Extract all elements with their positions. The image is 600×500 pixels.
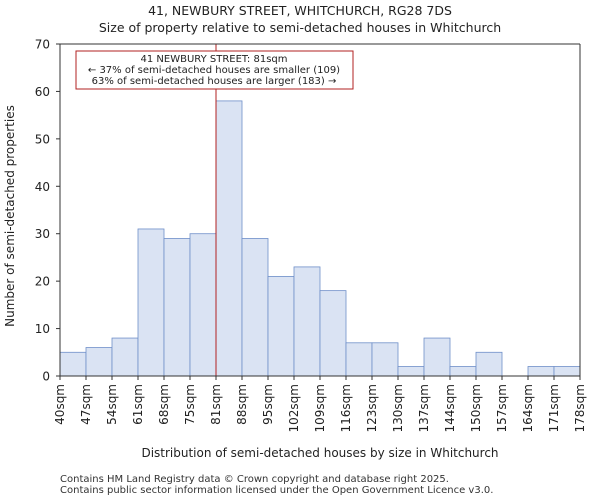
footer-licence: Contains public sector information licen… (60, 485, 493, 496)
y-axis-label: Number of semi-detached properties (3, 105, 17, 327)
bar-75sqm (190, 234, 216, 376)
x-tick-label-178sqm: 178sqm (573, 384, 587, 432)
bar-123sqm (372, 343, 398, 376)
bar-95sqm (268, 276, 294, 376)
bar-68sqm (164, 238, 190, 376)
y-axis: 0 10 20 30 40 50 60 70 (35, 38, 60, 384)
bar-150sqm (476, 352, 502, 376)
x-tick-label-88sqm: 88sqm (235, 384, 249, 425)
x-tick-label-171sqm: 171sqm (547, 384, 561, 432)
x-tick-label-75sqm: 75sqm (183, 384, 197, 425)
bar-54sqm (112, 338, 138, 376)
x-axis: 40sqm 47sqm 54sqm 61sqm 68sqm 75sqm 81sqm 88sqm… (53, 376, 587, 432)
x-tick-label-68sqm: 68sqm (157, 384, 171, 425)
footer-copyright: Contains HM Land Registry data © Crown c… (60, 474, 449, 485)
x-tick-label-109sqm: 109sqm (313, 384, 327, 432)
x-tick-label-137sqm: 137sqm (417, 384, 431, 432)
bar-164sqm (528, 367, 554, 376)
bar-47sqm (86, 348, 112, 376)
y-tick-label: 30 (35, 227, 50, 241)
y-tick-label: 10 (35, 322, 50, 336)
annotation-line-2: ← 37% of semi-detached houses are smalle… (88, 65, 340, 76)
x-tick-label-157sqm: 157sqm (495, 384, 509, 432)
bar-116sqm (346, 343, 372, 376)
bar-144sqm (450, 367, 476, 376)
bar-88sqm (242, 238, 268, 376)
x-tick-label-130sqm: 130sqm (391, 384, 405, 432)
bar-109sqm (320, 291, 346, 376)
y-tick-label: 0 (42, 370, 50, 384)
bar-61sqm (138, 229, 164, 376)
histogram-chart: 0 10 20 30 40 50 60 70 40sqm 47sqm 54sqm 61sqm 68sq… (0, 0, 600, 500)
x-tick-label-164sqm: 164sqm (521, 384, 535, 432)
x-tick-label-54sqm: 54sqm (105, 384, 119, 425)
x-tick-label-123sqm: 123sqm (365, 384, 379, 432)
x-tick-label-40sqm: 40sqm (53, 384, 67, 425)
bar-102sqm (294, 267, 320, 376)
x-tick-label-95sqm: 95sqm (261, 384, 275, 425)
x-tick-label-144sqm: 144sqm (443, 384, 457, 432)
y-tick-label: 60 (35, 85, 50, 99)
bar-40sqm (60, 352, 86, 376)
x-axis-label: Distribution of semi-detached houses by … (141, 446, 498, 460)
y-tick-label: 50 (35, 132, 50, 146)
x-tick-label-116sqm: 116sqm (339, 384, 353, 432)
x-tick-label-61sqm: 61sqm (131, 384, 145, 425)
bar-81sqm (216, 101, 242, 376)
x-tick-label-150sqm: 150sqm (469, 384, 483, 432)
annotation-line-1: 41 NEWBURY STREET: 81sqm (141, 54, 288, 65)
bar-130sqm (398, 367, 424, 376)
x-tick-label-102sqm: 102sqm (287, 384, 301, 432)
bars-group (60, 101, 580, 376)
x-tick-label-81sqm: 81sqm (209, 384, 223, 425)
y-tick-label: 40 (35, 180, 50, 194)
annotation-line-3: 63% of semi-detached houses are larger (… (92, 76, 337, 87)
y-tick-label: 20 (35, 275, 50, 289)
bar-137sqm (424, 338, 450, 376)
bar-171sqm (554, 367, 580, 376)
y-tick-label: 70 (35, 38, 50, 52)
x-tick-label-47sqm: 47sqm (79, 384, 93, 425)
